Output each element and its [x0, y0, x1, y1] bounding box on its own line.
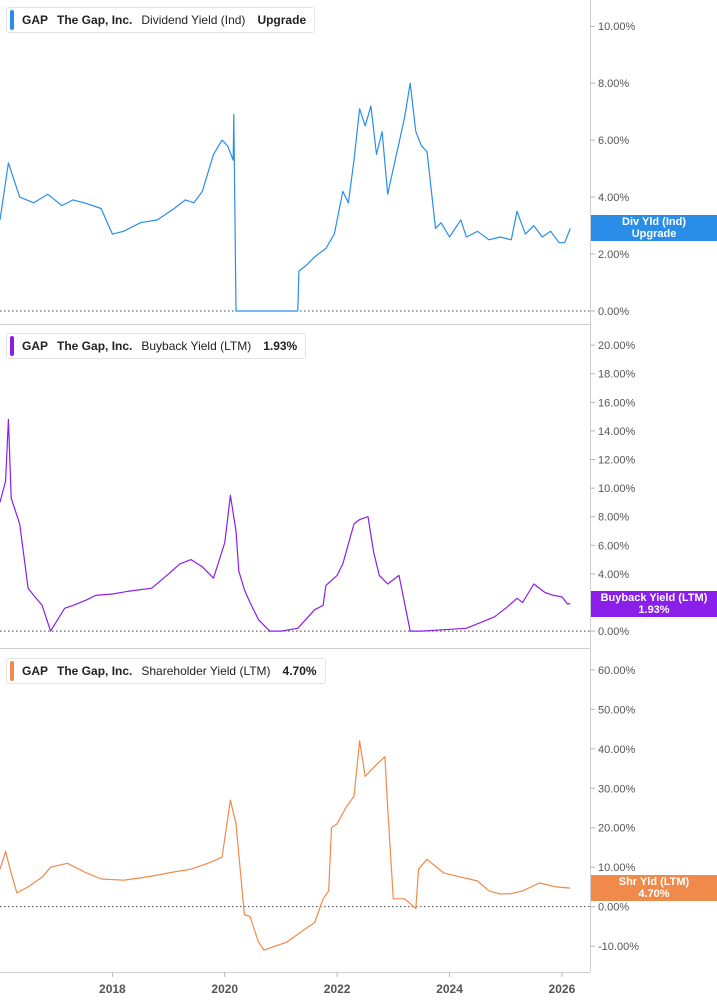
- buyback-tag-label: Buyback Yield (LTM): [600, 592, 708, 604]
- buyback-tag-value: 1.93%: [638, 604, 670, 616]
- x-tick-label: 2026: [549, 982, 576, 996]
- y-tick-label: 6.00%: [598, 135, 629, 147]
- y-tick-label: 6.00%: [598, 540, 629, 552]
- y-tick-label: 10.00%: [598, 483, 636, 495]
- buyback-yield-value-tag: Buyback Yield (LTM) 1.93%: [591, 591, 717, 617]
- y-tick-label: 16.00%: [598, 397, 636, 409]
- y-tick-label: 8.00%: [598, 512, 629, 524]
- y-tick-label: 0.00%: [598, 306, 629, 318]
- x-tick-label: 2024: [436, 982, 463, 996]
- legend-shareholder-value: 4.70%: [282, 664, 317, 678]
- legend-shareholder-metric: Shareholder Yield (LTM): [141, 664, 271, 678]
- dividend-tag-value: Upgrade: [631, 228, 677, 240]
- x-tick-label: 2022: [324, 982, 351, 996]
- legend-shareholder-ticker: GAP: [22, 664, 49, 678]
- y-tick-label: 10.00%: [598, 862, 636, 874]
- y-tick-label: 30.00%: [598, 783, 636, 795]
- legend-buyback-ticker: GAP: [22, 339, 49, 353]
- x-tick-label: 2020: [211, 982, 238, 996]
- legend-buyback-company: The Gap, Inc.: [57, 339, 133, 353]
- legend-shareholder-yield[interactable]: GAP The Gap, Inc. Shareholder Yield (LTM…: [6, 658, 326, 684]
- y-tick-label: 12.00%: [598, 455, 636, 467]
- y-tick-label: 18.00%: [598, 369, 636, 381]
- legend-shareholder-color-swatch: [10, 661, 14, 681]
- legend-buyback-metric: Buyback Yield (LTM): [141, 339, 252, 353]
- y-tick-label: 8.00%: [598, 78, 629, 90]
- y-tick-label: 2.00%: [598, 249, 629, 261]
- legend-dividend-yield[interactable]: GAP The Gap, Inc. Dividend Yield (Ind) U…: [6, 7, 316, 33]
- y-tick-label: 20.00%: [598, 340, 636, 352]
- y-tick-label: 14.00%: [598, 426, 636, 438]
- shareholder-tag-label: Shr Yld (LTM): [618, 876, 690, 888]
- series-line-2: [0, 740, 571, 951]
- legend-buyback-color-swatch: [10, 336, 14, 356]
- legend-buyback-value: 1.93%: [263, 339, 298, 353]
- y-tick-label: 20.00%: [598, 823, 636, 835]
- series-line-1: [0, 418, 571, 632]
- y-tick-label: 0.00%: [598, 902, 629, 914]
- legend-dividend-metric: Dividend Yield (Ind): [141, 13, 246, 27]
- shareholder-yield-value-tag: Shr Yld (LTM) 4.70%: [591, 875, 717, 901]
- legend-dividend-ticker: GAP: [22, 13, 49, 27]
- y-tick-label: 4.00%: [598, 192, 629, 204]
- y-tick-label: -10.00%: [598, 941, 639, 953]
- y-tick-label: 40.00%: [598, 744, 636, 756]
- y-tick-label: 0.00%: [598, 626, 629, 638]
- dividend-yield-value-tag: Div Yld (Ind) Upgrade: [591, 215, 717, 241]
- y-tick-label: 60.00%: [598, 665, 636, 677]
- legend-dividend-value: Upgrade: [257, 13, 307, 27]
- y-tick-label: 4.00%: [598, 569, 629, 581]
- x-tick-label: 2018: [99, 982, 126, 996]
- series-line-0: [0, 82, 571, 312]
- legend-dividend-color-swatch: [10, 10, 14, 30]
- legend-dividend-company: The Gap, Inc.: [57, 13, 133, 27]
- y-tick-label: 50.00%: [598, 704, 636, 716]
- legend-buyback-yield[interactable]: GAP The Gap, Inc. Buyback Yield (LTM) 1.…: [6, 333, 307, 359]
- legend-shareholder-company: The Gap, Inc.: [57, 664, 133, 678]
- shareholder-tag-value: 4.70%: [638, 888, 670, 900]
- y-tick-label: 10.00%: [598, 21, 636, 33]
- dividend-tag-label: Div Yld (Ind): [622, 216, 686, 228]
